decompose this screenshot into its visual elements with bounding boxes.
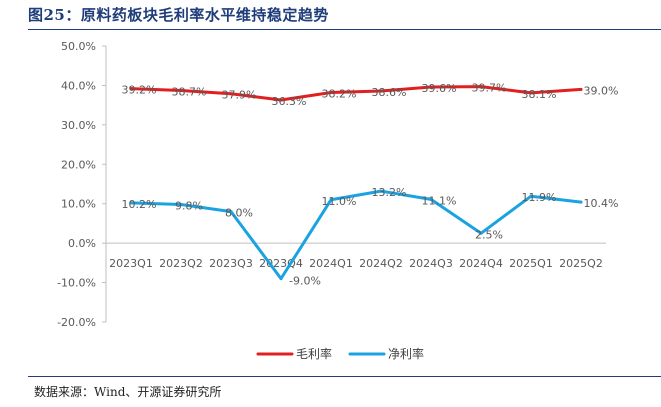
data-label: 38.7%	[172, 86, 207, 99]
y-tick-label: 10.0%	[61, 198, 96, 211]
title-divider	[28, 29, 661, 30]
data-label: 13.2%	[372, 186, 407, 199]
x-tick-label: 2025Q1	[509, 257, 553, 270]
data-label: 39.6%	[422, 82, 457, 95]
data-label: 38.1%	[522, 88, 557, 101]
axes: -20.0% -10.0% 0.0% 10.0% 20.0% 30.0% 40.0% 50.0…	[57, 40, 606, 329]
data-point	[579, 87, 583, 91]
data-point	[429, 197, 433, 201]
data-point	[479, 85, 483, 89]
x-tick-label: 2024Q2	[359, 257, 403, 270]
source-divider	[28, 376, 661, 377]
y-tick-label: -20.0%	[57, 316, 96, 329]
data-point	[329, 91, 333, 95]
data-point	[579, 200, 583, 204]
data-point	[379, 89, 383, 93]
data-label: 38.6%	[372, 86, 407, 99]
series-lines	[129, 85, 583, 281]
y-tick-label: 0.0%	[68, 237, 96, 250]
data-label: 39.7%	[472, 82, 507, 95]
x-tick-label: 2024Q3	[409, 257, 453, 270]
legend-label: 净利率	[388, 346, 424, 361]
y-tick-label: 30.0%	[61, 119, 96, 132]
source-note: 数据来源：Wind、开源证券研究所	[34, 385, 222, 399]
data-point	[429, 85, 433, 89]
data-label: 11.1%	[422, 194, 457, 207]
figure-title: 图25：原料药板块毛利率水平维持稳定趋势	[28, 6, 329, 24]
y-tick-label: 40.0%	[61, 79, 96, 92]
data-label: 8.0%	[225, 207, 253, 220]
data-label: 36.3%	[272, 95, 307, 108]
legend-label: 毛利率	[296, 346, 332, 361]
x-tick-label: 2023Q2	[159, 257, 203, 270]
data-point	[179, 89, 183, 93]
data-point	[279, 277, 283, 281]
data-label: 10.2%	[122, 198, 157, 211]
x-tick-label: 2024Q4	[459, 257, 503, 270]
legend: 毛利率 净利率	[256, 346, 424, 361]
data-point	[379, 189, 383, 193]
x-tick-label: 2023Q1	[109, 257, 153, 270]
data-label: 39.2%	[122, 84, 157, 97]
y-tick-label: 20.0%	[61, 158, 96, 171]
y-tick-label: 50.0%	[61, 40, 96, 53]
data-point	[229, 210, 233, 214]
data-label: 39.0%	[584, 84, 619, 97]
data-point	[129, 87, 133, 91]
data-point	[229, 92, 233, 96]
series-line-1	[129, 85, 583, 102]
data-label: 11.0%	[322, 195, 357, 208]
data-labels: 39.2% 38.7% 37.9% 36.3% 38.2% 38.6% 39.6% 39.7%…	[122, 82, 619, 288]
x-tick-label: 2023Q3	[209, 257, 253, 270]
data-point	[179, 203, 183, 207]
data-label: 2.5%	[475, 228, 503, 241]
data-point	[279, 98, 283, 102]
data-label: 10.4%	[584, 197, 619, 210]
x-tick-label: 2025Q2	[559, 257, 603, 270]
x-tick-label: 2024Q1	[309, 257, 353, 270]
data-label: 11.9%	[522, 191, 557, 204]
data-point	[529, 194, 533, 198]
data-label: 37.9%	[222, 89, 257, 102]
data-label: 38.2%	[322, 88, 357, 101]
data-label: 9.8%	[175, 200, 203, 213]
data-point	[129, 201, 133, 205]
data-point	[479, 231, 483, 235]
data-point	[329, 198, 333, 202]
y-tick-label: -10.0%	[57, 277, 96, 290]
data-label: -9.0%	[289, 275, 321, 288]
data-point	[529, 91, 533, 95]
series-line-2	[129, 189, 583, 281]
